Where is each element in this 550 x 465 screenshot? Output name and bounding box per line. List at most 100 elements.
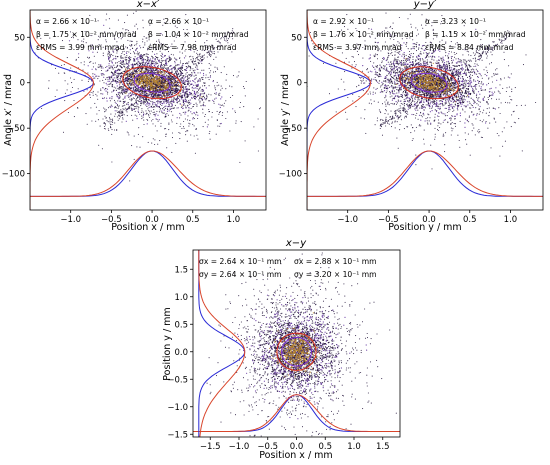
scatter-point — [407, 66, 409, 68]
scatter-point — [129, 180, 131, 182]
scatter-point — [171, 43, 173, 45]
scatter-point — [70, 91, 72, 93]
scatter-point — [171, 91, 174, 93]
scatter-point — [114, 70, 116, 72]
scatter-point — [469, 74, 472, 76]
scatter-point — [193, 64, 195, 66]
scatter-point — [160, 88, 162, 90]
scatter-point — [131, 77, 133, 79]
scatter-point — [237, 75, 239, 77]
scatter-point — [108, 78, 111, 80]
scatter-point — [351, 56, 353, 58]
scatter-point — [135, 72, 137, 74]
scatter-point — [173, 100, 175, 102]
scatter-point — [202, 126, 204, 128]
x-tick-label: 0.0 — [145, 215, 159, 225]
scatter-point — [163, 98, 165, 100]
scatter-point — [473, 90, 475, 92]
scatter-point — [235, 122, 237, 124]
scatter-point — [102, 118, 104, 120]
scatter-point — [148, 104, 150, 106]
scatter-point — [343, 81, 345, 83]
scatter-point — [416, 42, 418, 44]
scatter-point — [142, 116, 144, 118]
scatter-point — [145, 99, 148, 101]
scatter-point — [138, 96, 140, 98]
scatter-point — [462, 101, 464, 103]
scatter-point — [124, 104, 126, 106]
scatter-point — [89, 94, 91, 96]
scatter-point — [221, 87, 223, 89]
scatter-point — [170, 102, 172, 104]
scatter-point — [190, 102, 192, 104]
scatter-point — [114, 69, 117, 72]
scatter-point — [412, 127, 414, 129]
scatter-point — [160, 101, 162, 103]
scatter-point — [446, 73, 448, 75]
scatter-point — [144, 44, 146, 46]
scatter-point — [194, 98, 197, 100]
scatter-point — [431, 25, 433, 27]
scatter-point — [391, 95, 393, 97]
scatter-point — [164, 71, 166, 73]
scatter-point — [165, 62, 167, 64]
scatter-point — [180, 66, 182, 68]
scatter-point — [86, 22, 88, 24]
scatter-point — [163, 73, 165, 75]
scatter-point — [135, 100, 137, 102]
scatter-point — [99, 80, 101, 82]
scatter-point — [155, 86, 157, 88]
scatter-point — [122, 63, 124, 65]
scatter-point — [143, 102, 145, 104]
scatter-point — [147, 53, 149, 56]
scatter-point — [384, 101, 386, 103]
scatter-point — [372, 91, 374, 93]
scatter-point — [356, 50, 358, 52]
scatter-point — [128, 105, 130, 107]
scatter-point — [146, 98, 148, 100]
scatter-point — [390, 25, 392, 27]
scatter-point — [382, 57, 384, 59]
scatter-point — [188, 109, 190, 111]
scatter-point — [412, 138, 414, 140]
scatter-point — [154, 139, 156, 141]
scatter-point — [155, 49, 157, 51]
scatter-point — [375, 41, 377, 44]
scatter-point — [147, 141, 149, 143]
scatter-point — [397, 78, 400, 80]
scatter-point — [117, 88, 119, 90]
scatter-point — [192, 118, 194, 120]
scatter-point — [124, 32, 126, 34]
scatter-point — [160, 86, 163, 88]
scatter-point — [131, 87, 133, 89]
scatter-point — [99, 65, 102, 67]
scatter-point — [385, 27, 387, 29]
scatter-point — [176, 98, 178, 100]
scatter-point — [182, 104, 185, 106]
scatter-point — [129, 92, 131, 94]
scatter-point — [147, 87, 149, 90]
scatter-point — [110, 53, 112, 56]
scatter-point — [92, 75, 94, 77]
scatter-point — [111, 84, 113, 86]
scatter-point — [167, 81, 169, 83]
scatter-point — [129, 81, 131, 83]
scatter-point — [165, 61, 167, 63]
scatter-point — [162, 68, 164, 70]
scatter-point — [119, 81, 121, 83]
scatter-point — [361, 70, 363, 72]
scatter-point — [104, 115, 106, 117]
scatter-point — [211, 116, 213, 118]
scatter-point — [174, 85, 176, 88]
scatter-point — [133, 64, 135, 66]
scatter-point — [131, 47, 134, 49]
scatter-point — [143, 99, 145, 101]
scatter-point — [155, 90, 157, 92]
scatter-point — [109, 60, 111, 62]
scatter-point — [175, 142, 177, 144]
scatter-point — [179, 125, 181, 128]
scatter-point — [471, 111, 473, 113]
scatter-point — [184, 50, 186, 52]
scatter-point — [157, 48, 159, 50]
scatter-point — [398, 60, 400, 62]
